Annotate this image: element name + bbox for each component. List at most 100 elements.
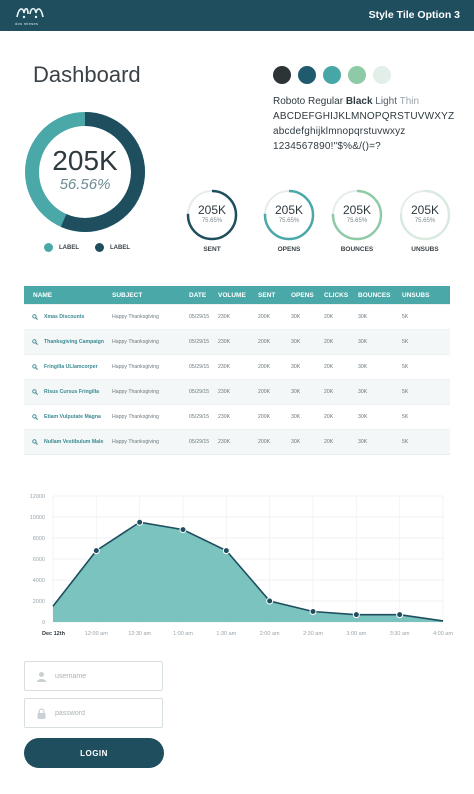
cell-date: 05/29/15	[189, 364, 210, 370]
cell-opens: 30K	[291, 364, 301, 370]
mini-metric-percent: 75.65%	[278, 218, 300, 224]
cell-volume: 230K	[218, 339, 231, 345]
data-point	[309, 608, 317, 615]
cell-name[interactable]: Risus Cursus Fringilla	[24, 389, 112, 395]
table-row[interactable]: Xmas Discounts Happy Thanksgiving 05/29/15…	[24, 304, 450, 329]
main-donut-progress	[25, 112, 145, 232]
login-button[interactable]: LOGIN	[24, 738, 164, 768]
mini-donut-graphic	[399, 189, 451, 241]
chart-canvas: 0 2000 4000 6000 8000 10000 12000 Dec 12th 12:00…	[30, 494, 454, 637]
col-header-clicks[interactable]: CLICKS	[324, 291, 349, 299]
mini-metric-percent: 75.65%	[201, 218, 223, 224]
col-header-subject[interactable]: SUBJECT	[112, 291, 143, 299]
cell-subject: Happy Thanksgiving	[112, 364, 159, 370]
mini-label-sent: SENT	[203, 246, 221, 253]
swatch-3	[323, 66, 341, 84]
cell-bounces: 30K	[358, 314, 368, 320]
cell-name[interactable]: Fringilla ULlamcorper	[24, 364, 112, 370]
table-row[interactable]: Risus Cursus Fringilla Happy Thanksgiving…	[24, 379, 450, 404]
series-line	[52, 521, 444, 622]
mini-donut-unsubs: 205K 75.65%	[399, 189, 451, 241]
brand-logo[interactable]	[15, 5, 45, 27]
cell-bounces: 30K	[358, 364, 368, 370]
y-tick-label: 6000	[33, 557, 45, 563]
cell-name[interactable]: Etiam Vulputate Magna	[24, 414, 112, 420]
x-tick-label: 4:00 am	[433, 631, 453, 637]
cell-bounces: 30K	[358, 414, 368, 420]
table-row[interactable]: Thanksgiving Campaign Happy Thanksgiving 0…	[24, 329, 450, 354]
campaign-name[interactable]: Etiam Vulputate Magna	[44, 414, 101, 420]
cell-bounces: 30K	[358, 339, 368, 345]
mini-donut-progress	[186, 189, 238, 241]
page-title: Dashboard	[33, 62, 141, 87]
table-row[interactable]: Nullam Vestibulum Male Happy Thanksgiving…	[24, 429, 450, 454]
cell-subject: Happy Thanksgiving	[112, 439, 159, 445]
campaign-table: NAME SUBJECT DATE VOLUME SENT OPENS CLIC…	[24, 286, 450, 455]
campaign-name[interactable]: Xmas Discounts	[44, 314, 85, 320]
col-header-bounces[interactable]: BOUNCES	[358, 291, 391, 299]
mini-donut-graphic	[186, 189, 238, 241]
mini-metric-value: 205K	[197, 203, 227, 217]
mini-label-unsubs: UNSUBS	[411, 246, 439, 253]
cell-date: 05/29/15	[189, 439, 210, 445]
password-field[interactable]	[24, 698, 163, 728]
y-tick-label: 4000	[33, 578, 45, 584]
table-row[interactable]: Fringilla ULlamcorper Happy Thanksgiving 0…	[24, 354, 450, 379]
mini-metric-value: 205K	[410, 203, 440, 217]
campaign-name[interactable]: Fringilla ULlamcorper	[44, 364, 98, 370]
campaign-name[interactable]: Nullam Vestibulum Male	[44, 439, 104, 445]
col-header-date[interactable]: DATE	[189, 291, 207, 299]
mini-donut-opens: 205K 75.65%	[263, 189, 315, 241]
campaign-name[interactable]: Risus Cursus Fringilla	[44, 389, 100, 395]
mini-donut-sent: 205K 75.65%	[186, 189, 238, 241]
username-field[interactable]	[24, 661, 163, 691]
cell-name[interactable]: Nullam Vestibulum Male	[24, 439, 112, 445]
col-header-name[interactable]: NAME	[33, 291, 53, 299]
campaign-name[interactable]: Thanksgiving Campaign	[44, 339, 104, 345]
cell-volume: 230K	[218, 389, 231, 395]
table-body: Xmas Discounts Happy Thanksgiving 05/29/15…	[24, 304, 450, 454]
mini-metric-percent: 75.65%	[414, 218, 436, 224]
password-input[interactable]	[55, 705, 155, 722]
cell-opens: 30K	[291, 314, 301, 320]
x-tick-label: 1:00 am	[173, 631, 193, 637]
col-header-sent[interactable]: SENT	[258, 291, 276, 299]
y-tick-label: 10000	[30, 515, 45, 521]
data-point	[266, 597, 274, 605]
col-header-unsubs[interactable]: UNSUBS	[402, 291, 430, 299]
col-header-opens[interactable]: OPENS	[291, 291, 314, 299]
cell-subject: Happy Thanksgiving	[112, 389, 159, 395]
col-header-volume[interactable]: VOLUME	[218, 291, 246, 299]
search-icon	[32, 339, 38, 345]
cell-opens: 30K	[291, 389, 301, 395]
cell-name[interactable]: Thanksgiving Campaign	[24, 339, 112, 345]
donut-legend: LABEL LABEL	[44, 243, 140, 252]
username-input[interactable]	[55, 668, 155, 685]
cell-date: 05/29/15	[189, 314, 210, 320]
cell-clicks: 20K	[324, 364, 334, 370]
mini-donut-bounces: 205K 75.65%	[331, 189, 383, 241]
mini-metric-percent: 75.65%	[346, 218, 368, 224]
search-icon	[32, 314, 38, 320]
mini-donut-progress	[399, 189, 451, 241]
x-tick-label: 12:30 am	[128, 631, 151, 637]
cell-clicks: 20K	[324, 439, 334, 445]
cell-bounces: 30K	[358, 389, 368, 395]
x-tick-label: 12:00 am	[85, 631, 108, 637]
logo-text: dos mieses	[15, 21, 39, 26]
top-bar: dos mieses Style Tile Option 3	[0, 0, 474, 31]
mini-donut-progress	[331, 189, 383, 241]
swatch-2	[298, 66, 316, 84]
font-name: Roboto Regular	[273, 96, 344, 107]
cell-name[interactable]: Xmas Discounts	[24, 314, 112, 320]
y-tick-label: 0	[42, 620, 45, 626]
cell-subject: Happy Thanksgiving	[112, 414, 159, 420]
swatch-1	[273, 66, 291, 84]
cell-bounces: 30K	[358, 439, 368, 445]
table-row[interactable]: Etiam Vulputate Magna Happy Thanksgiving 0…	[24, 404, 450, 429]
cell-unsubs: 5K	[402, 364, 409, 370]
mini-metric-value: 205K	[274, 203, 304, 217]
search-icon	[32, 364, 38, 370]
cell-sent: 200K	[258, 389, 271, 395]
data-point	[179, 526, 187, 534]
